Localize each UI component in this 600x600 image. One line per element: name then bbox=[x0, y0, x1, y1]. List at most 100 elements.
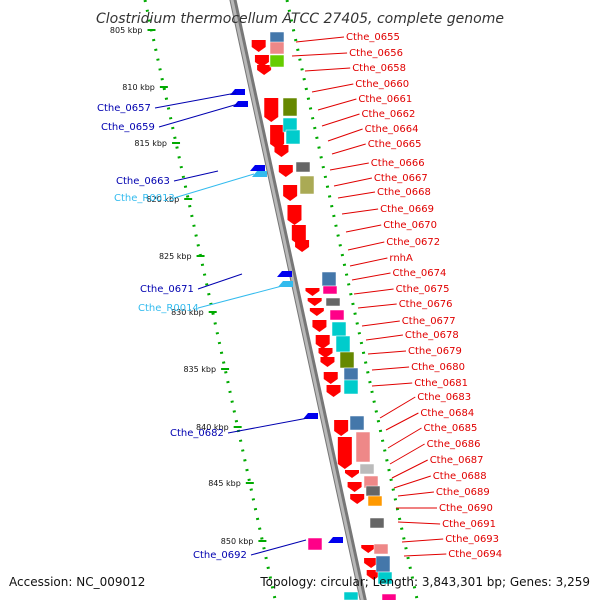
gene-label-cthe_0658: Cthe_0658 bbox=[352, 63, 406, 74]
ruler-label: 815 kbp bbox=[134, 139, 167, 148]
label-leader bbox=[379, 396, 416, 419]
ruler-label: 850 kbp bbox=[221, 537, 254, 546]
label-leader bbox=[304, 67, 351, 72]
cog-box bbox=[377, 571, 393, 585]
cog-box bbox=[299, 175, 315, 195]
gene-label-cthe_0659: Cthe_0659 bbox=[101, 122, 155, 133]
label-leader bbox=[391, 459, 428, 479]
backbone-line bbox=[230, 0, 364, 600]
cog-box bbox=[369, 517, 385, 529]
label-leader bbox=[403, 553, 447, 557]
ruler-label: 835 kbp bbox=[183, 365, 216, 374]
cog-box bbox=[365, 485, 381, 497]
label-leader bbox=[227, 417, 309, 434]
label-leader bbox=[250, 539, 307, 556]
label-leader bbox=[173, 170, 219, 182]
forward-gene-arrow bbox=[305, 288, 320, 296]
ruler-label: 820 kbp bbox=[147, 195, 180, 204]
gene-label-cthe_0682: Cthe_0682 bbox=[170, 428, 224, 439]
gene-label-cthe_0672: Cthe_0672 bbox=[386, 237, 440, 248]
gene-labels: Cthe_0655 Cthe_0656 Cthe_0658 Cthe_0660 Cthe… bbox=[97, 32, 502, 561]
gene-label-cthe_0689: Cthe_0689 bbox=[436, 487, 490, 498]
label-leader bbox=[361, 320, 400, 327]
gene-label-cthe_0690: Cthe_0690 bbox=[439, 503, 493, 514]
cog-box bbox=[295, 161, 311, 173]
forward-gene-arrow bbox=[326, 385, 341, 397]
reverse-gene-arrow bbox=[233, 101, 248, 107]
forward-gene-arrow bbox=[274, 145, 289, 157]
label-leader bbox=[291, 52, 348, 57]
label-leader bbox=[327, 128, 363, 142]
feature-track bbox=[230, 40, 381, 580]
gene-label-cthe_0674: Cthe_0674 bbox=[393, 268, 447, 279]
backbone bbox=[229, 0, 419, 600]
gene-label-cthe_0662: Cthe_0662 bbox=[362, 109, 416, 120]
label-leader bbox=[397, 521, 441, 525]
cog-box bbox=[269, 54, 285, 68]
gene-label-cthe_0687: Cthe_0687 bbox=[430, 455, 484, 466]
label-leader bbox=[345, 224, 382, 233]
label-leader bbox=[321, 113, 360, 127]
forward-gene-arrow bbox=[364, 558, 379, 568]
label-leader bbox=[349, 257, 388, 267]
map-title: Clostridium thermocellum ATCC 27405, com… bbox=[96, 11, 504, 27]
label-leader bbox=[295, 36, 345, 43]
gene-label-rnha: rnhA bbox=[389, 253, 413, 264]
forward-gene-arrow bbox=[350, 494, 365, 504]
label-leader bbox=[397, 491, 434, 497]
cog-box bbox=[343, 379, 359, 395]
reverse-gene-arrow bbox=[250, 165, 265, 171]
ruler-label: 825 kbp bbox=[159, 252, 192, 261]
gene-label-cthe_0680: Cthe_0680 bbox=[411, 362, 465, 373]
label-leader bbox=[331, 143, 366, 155]
label-leader bbox=[387, 427, 422, 449]
gene-label-cthe_0694: Cthe_0694 bbox=[448, 549, 502, 560]
cog-box bbox=[359, 463, 375, 475]
gene-label-cthe_0656: Cthe_0656 bbox=[349, 48, 403, 59]
gene-label-cthe_0665: Cthe_0665 bbox=[368, 139, 422, 150]
gene-label-cthe_0692: Cthe_0692 bbox=[193, 550, 247, 561]
forward-gene-arrow bbox=[320, 357, 335, 367]
label-leader bbox=[317, 98, 357, 111]
ruler-label: 805 kbp bbox=[110, 26, 143, 35]
cog-box bbox=[335, 335, 351, 353]
gene-label-cthe_0676: Cthe_0676 bbox=[399, 299, 453, 310]
gene-label-cthe_0660: Cthe_0660 bbox=[355, 79, 409, 90]
gene-label-cthe_0677: Cthe_0677 bbox=[402, 316, 456, 327]
gene-label-cthe_0661: Cthe_0661 bbox=[358, 94, 412, 105]
cog-box bbox=[329, 309, 345, 321]
ruler-label: 840 kbp bbox=[196, 423, 229, 432]
cog-box bbox=[355, 431, 371, 463]
label-leader bbox=[357, 303, 397, 309]
cog-box bbox=[339, 351, 355, 369]
forward-gene-arrow bbox=[283, 185, 298, 201]
label-leader bbox=[329, 162, 369, 171]
label-leader bbox=[197, 285, 283, 309]
forward-gene-arrow bbox=[278, 165, 293, 177]
gene-label-cthe_0675: Cthe_0675 bbox=[396, 284, 450, 295]
label-leader bbox=[158, 103, 239, 128]
cog-track bbox=[269, 31, 397, 600]
cog-box bbox=[343, 367, 359, 381]
cog-box bbox=[367, 495, 383, 507]
forward-gene-arrow bbox=[315, 335, 330, 349]
ruler-dots bbox=[143, 0, 277, 600]
gene-label-cthe_0685: Cthe_0685 bbox=[424, 423, 478, 434]
gene-label-cthe_0688: Cthe_0688 bbox=[433, 471, 487, 482]
gene-label-cthe_0691: Cthe_0691 bbox=[442, 519, 496, 530]
forward-gene-arrow bbox=[337, 437, 352, 469]
gene-label-cthe_0664: Cthe_0664 bbox=[365, 124, 419, 135]
ruler-track: 805 kbp 810 kbp 815 kbp 820 kbp 825 kbp 830 k… bbox=[110, 0, 277, 600]
gene-label-cthe_0683: Cthe_0683 bbox=[417, 392, 471, 403]
forward-gene-arrow bbox=[347, 482, 362, 492]
forward-gene-arrow bbox=[307, 298, 322, 306]
rna-label-cthe_r0014: Cthe_R0014 bbox=[138, 303, 199, 314]
forward-gene-arrow bbox=[323, 372, 338, 384]
forward-gene-arrow bbox=[254, 55, 269, 67]
rna-arrow bbox=[278, 281, 293, 287]
label-leader bbox=[371, 382, 413, 387]
forward-gene-arrow bbox=[344, 470, 359, 478]
cog-box bbox=[282, 97, 298, 117]
label-leader bbox=[367, 350, 407, 355]
